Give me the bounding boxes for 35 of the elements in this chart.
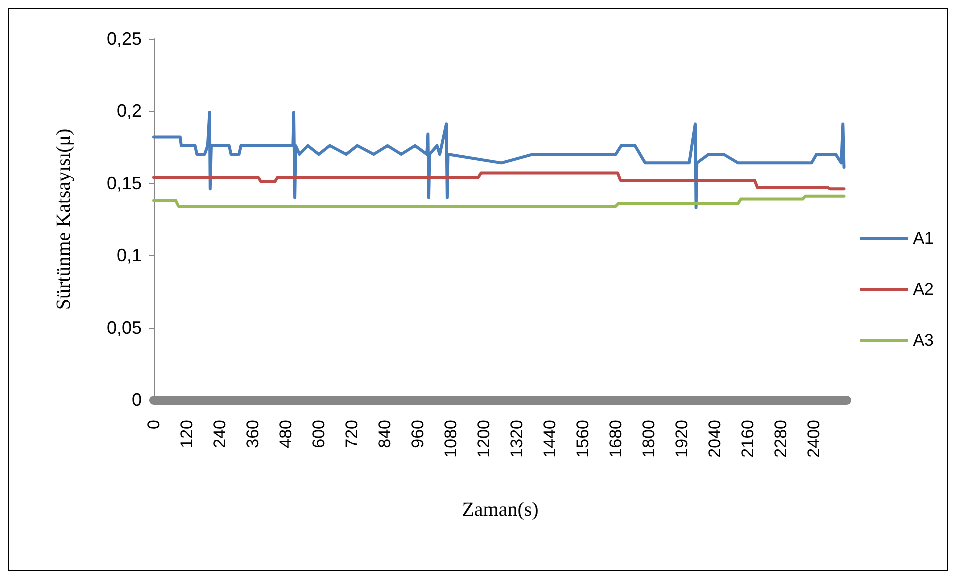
x-tick-label: 2280	[772, 420, 790, 458]
line-series	[152, 111, 846, 210]
x-tick-label: 720	[342, 420, 362, 448]
legend-label: A3	[913, 331, 934, 350]
x-tick-label: 360	[244, 420, 262, 448]
x-tick-label: 2160	[738, 420, 758, 458]
x-axis-title: Zaman(s)	[462, 499, 539, 521]
x-tick-label: 600	[310, 420, 328, 448]
x-tick-label: 1320	[508, 420, 526, 458]
y-tick-label: 0	[132, 390, 142, 410]
x-tick-label: 2040	[706, 420, 724, 458]
y-tick-label: 0,05	[106, 318, 142, 338]
x-tick-label: 840	[376, 420, 394, 448]
x-tick-label: 1560	[574, 420, 592, 458]
x-tick-label: 2400	[804, 420, 824, 458]
x-tick-label: 960	[408, 420, 428, 448]
legend-label: A2	[913, 280, 934, 299]
x-tick-label: 480	[276, 420, 296, 448]
x-tick-label: 120	[178, 420, 196, 448]
legend-label: A1	[913, 229, 934, 248]
x-tick-label: 240	[210, 420, 230, 448]
y-tick-label: 0,1	[116, 246, 142, 266]
y-tick-label: 0,2	[116, 101, 142, 122]
y-tick-label: 0,25	[106, 29, 142, 49]
x-tick-label: 1080	[442, 420, 460, 458]
line-series	[152, 172, 846, 191]
x-tick-label: 1200	[474, 420, 494, 458]
x-tick-label: 1800	[640, 420, 658, 458]
x-tick-label: 0	[144, 420, 164, 430]
line-series	[152, 194, 846, 208]
y-axis-title: Sürtünme Katsayısı(μ)	[53, 128, 75, 310]
y-tick-label: 0,15	[106, 173, 142, 194]
x-tick-label: 1680	[606, 420, 626, 458]
x-tick-label: 1440	[540, 420, 560, 458]
x-tick-label: 1920	[672, 420, 692, 458]
